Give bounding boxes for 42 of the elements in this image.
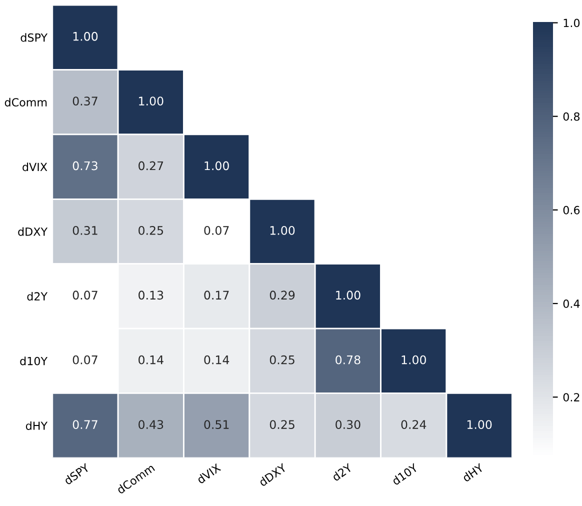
data-label: 0.43 (138, 420, 164, 430)
data-label: 0.24 (401, 420, 426, 430)
data-label: 0.14 (204, 355, 230, 364)
data-label: 1.00 (139, 96, 164, 106)
x-tick-label: d2Y (331, 462, 353, 482)
data-label: 0.27 (138, 161, 164, 170)
data-label: 1.00 (204, 161, 229, 170)
color-bar-label: 0.6 (563, 206, 580, 214)
data-label: 0.07 (204, 226, 229, 235)
data-label: 0.78 (336, 355, 360, 364)
color-bar-label: 0.2 (563, 393, 580, 402)
data-label: 0.51 (204, 420, 229, 430)
y-tick-label: dVIX (22, 162, 48, 172)
data-label: 0.29 (270, 290, 295, 300)
y-tick-label: dDXY (18, 227, 48, 236)
data-label: 0.14 (138, 355, 164, 364)
data-label: 0.77 (72, 420, 98, 430)
y-tick-label: dSPY (20, 33, 48, 42)
data-label: 1.00 (336, 290, 360, 300)
data-label: 0.07 (72, 290, 98, 300)
data-label: 0.25 (270, 355, 294, 364)
data-label: 0.25 (270, 420, 294, 430)
data-label: 0.17 (204, 290, 229, 300)
data-label: 1.00 (467, 420, 492, 430)
color-bar-label: 0.8 (563, 112, 580, 121)
data-label: 0.37 (72, 96, 98, 106)
color-bar-label: 0.4 (563, 299, 580, 308)
data-label: 0.73 (72, 161, 98, 170)
y-tick-label: dHY (26, 421, 48, 430)
data-label: 0.07 (72, 355, 98, 364)
color-bar-label: 1.0 (564, 18, 580, 28)
y-tick-label: d2Y (27, 292, 48, 301)
data-label: 1.00 (402, 355, 426, 364)
data-label: 0.30 (336, 420, 360, 430)
data-label: 0.25 (138, 226, 164, 235)
data-label: 0.13 (138, 290, 164, 300)
data-label: 1.00 (270, 226, 295, 235)
data-label: 0.31 (72, 226, 98, 235)
y-tick-label: d10Y (20, 356, 48, 366)
x-tick-label: dHY (462, 462, 484, 482)
y-tick-label: dComm (4, 98, 47, 106)
data-label: 1.00 (73, 32, 98, 41)
